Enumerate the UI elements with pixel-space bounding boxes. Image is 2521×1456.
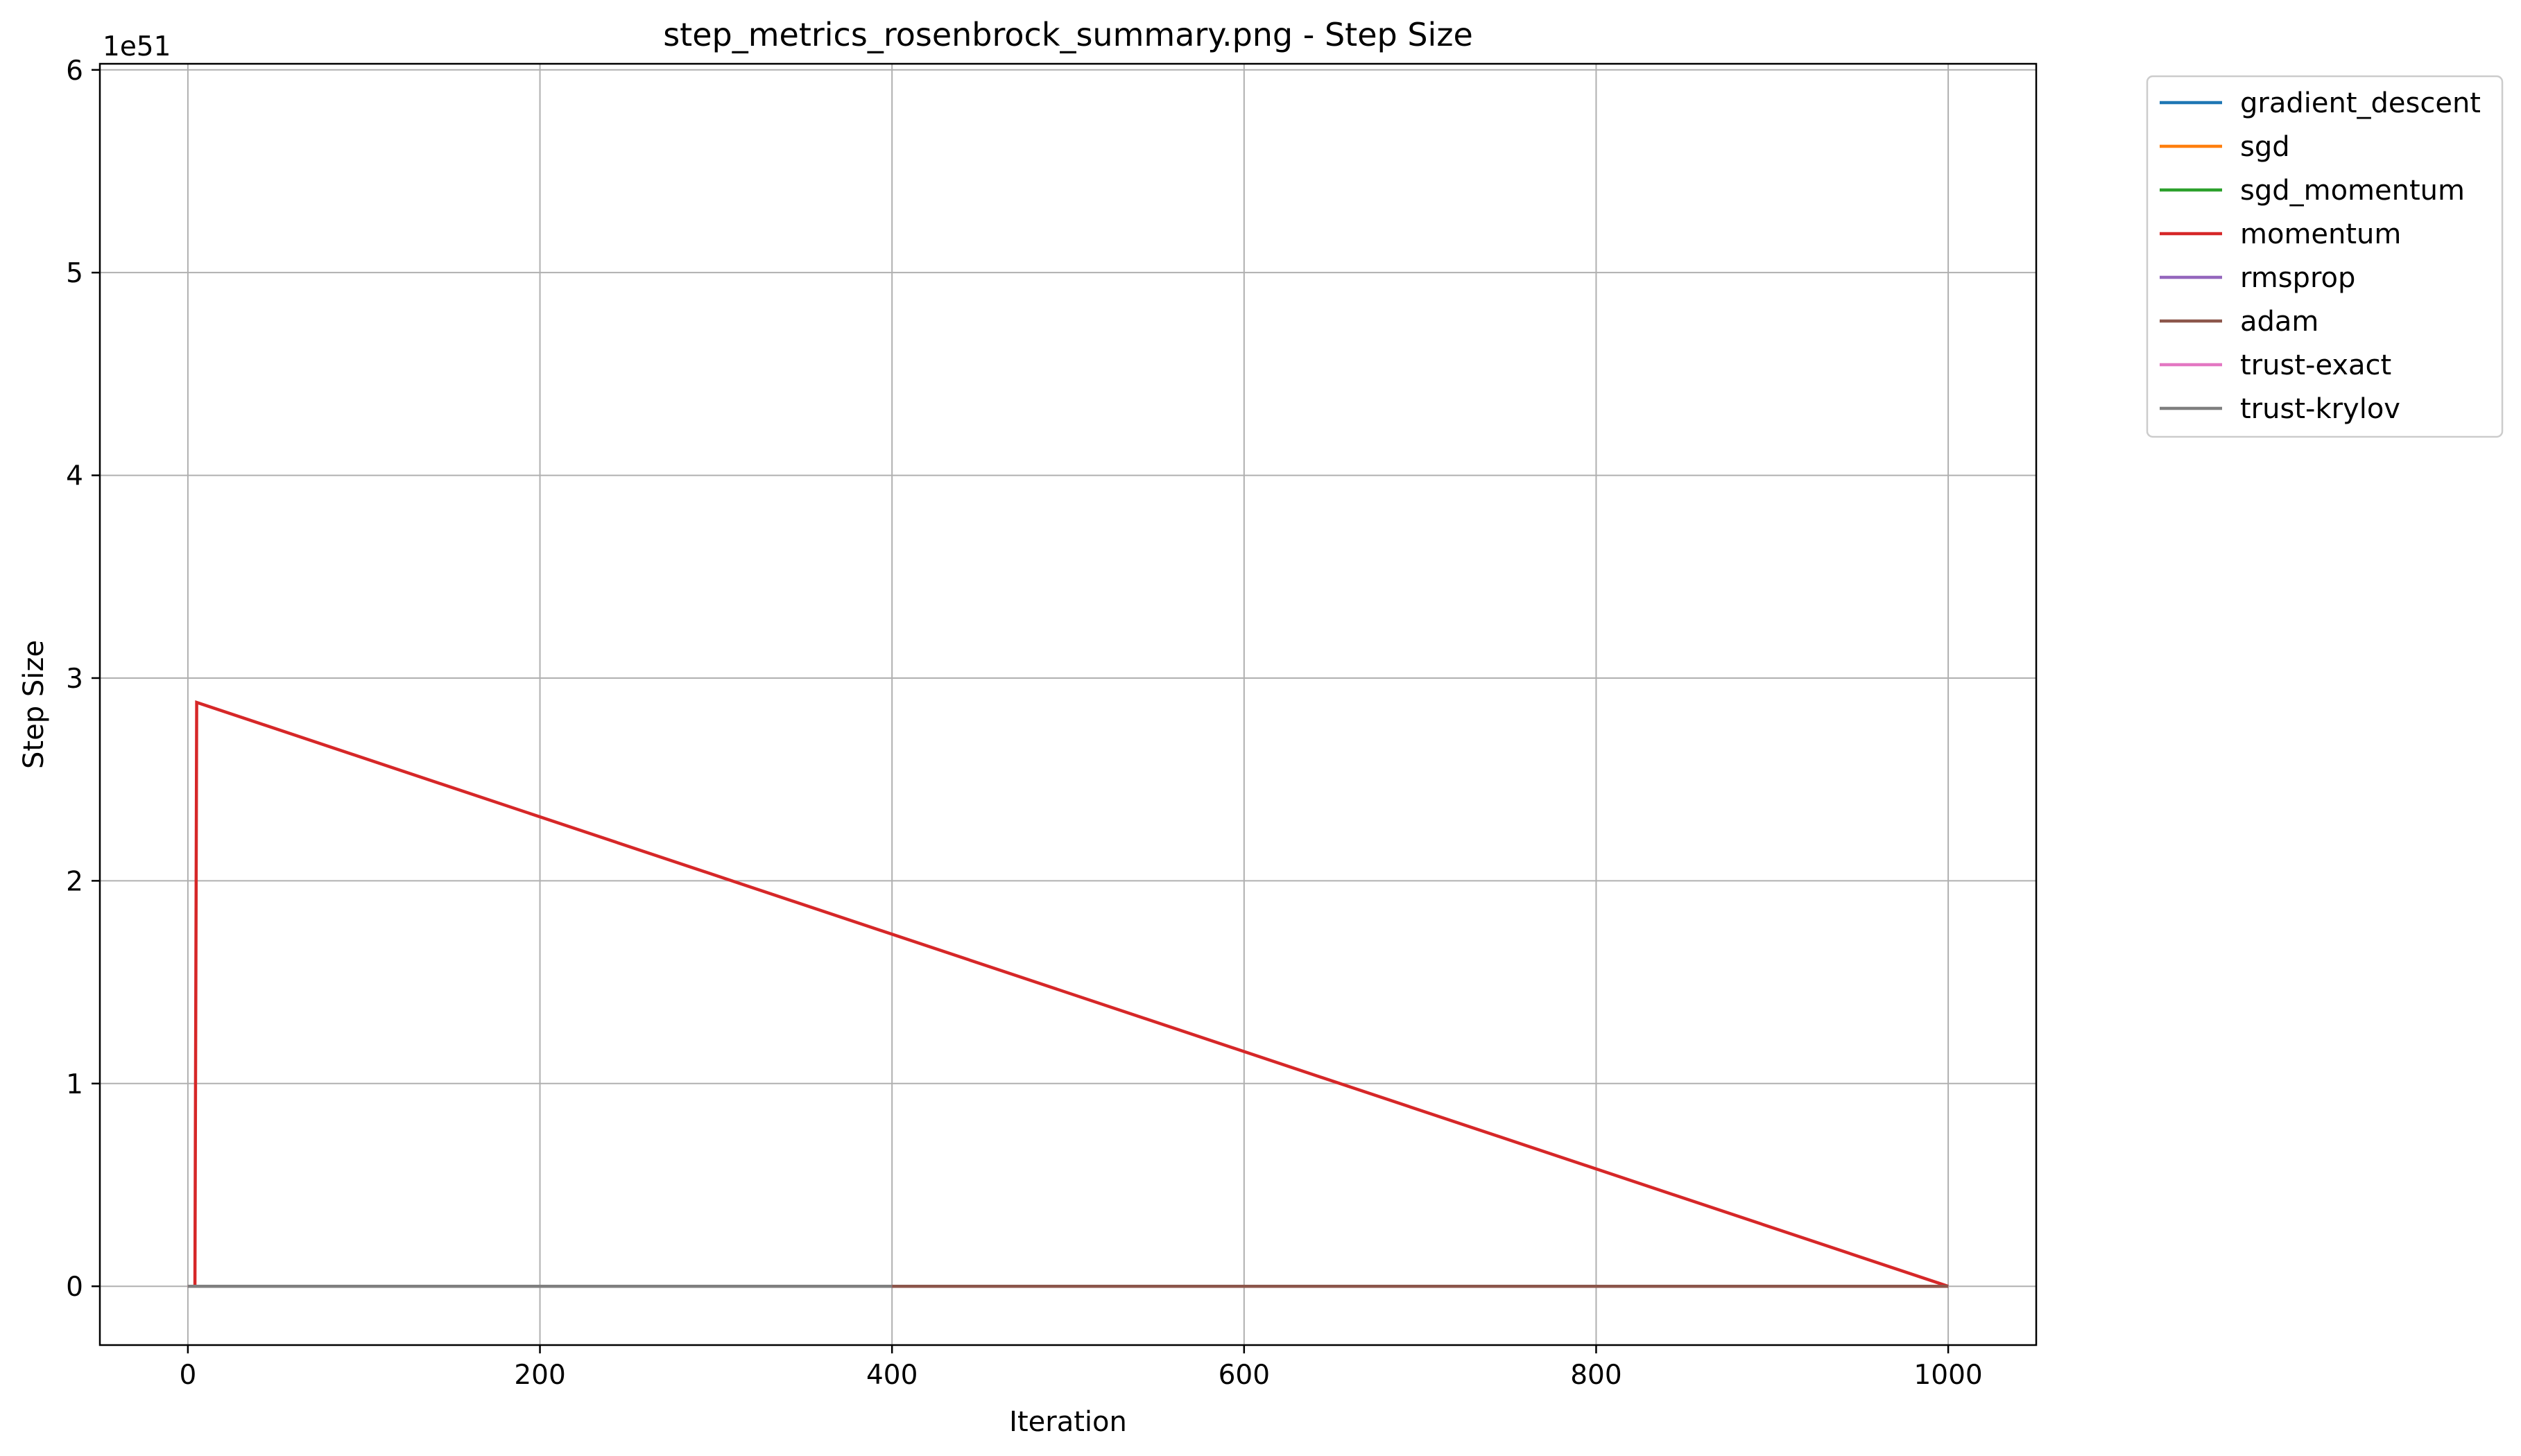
x-tick-label: 0: [179, 1360, 196, 1391]
plot-area-background: [100, 64, 2036, 1345]
y-axis-offset-label: 1e51: [103, 31, 171, 62]
legend-label-momentum: momentum: [2240, 218, 2401, 250]
y-axis-label: Step Size: [18, 640, 50, 769]
legend-label-sgd: sgd: [2240, 131, 2290, 163]
legend-label-trust-krylov: trust-krylov: [2240, 393, 2400, 425]
y-tick-label: 6: [66, 55, 83, 87]
chart-title: step_metrics_rosenbrock_summary.png - St…: [663, 16, 1473, 53]
plot-area-border: [98, 62, 2038, 1346]
legend-label-sgd_momentum: sgd_momentum: [2240, 175, 2465, 207]
legend-label-rmsprop: rmsprop: [2240, 262, 2355, 294]
series-lines: [187, 700, 1949, 1288]
x-axis-ticks: 0 200 400 600 800 1000: [179, 1345, 1983, 1391]
legend-box: [2146, 75, 2504, 438]
y-tick-label: 1: [66, 1069, 83, 1100]
x-tick-label: 800: [1570, 1360, 1621, 1391]
legend-label-trust-exact: trust-exact: [2240, 349, 2391, 381]
y-axis-ticks: 0 1 2 3 4 5 6: [66, 55, 100, 1303]
legend-label-gradient_descent: gradient_descent: [2240, 87, 2481, 119]
y-tick-label: 5: [66, 258, 83, 289]
y-tick-label: 3: [66, 664, 83, 695]
legend-label-adam: adam: [2240, 306, 2318, 338]
x-tick-label: 1000: [1913, 1360, 1982, 1391]
y-tick-label: 0: [66, 1272, 83, 1303]
x-tick-label: 600: [1219, 1360, 1270, 1391]
x-tick-label: 400: [866, 1360, 918, 1391]
grid-lines: [100, 64, 2036, 1345]
x-axis-label: Iteration: [1009, 1406, 1127, 1438]
y-tick-label: 2: [66, 866, 83, 897]
x-tick-label: 200: [514, 1360, 565, 1391]
y-tick-label: 4: [66, 461, 83, 492]
